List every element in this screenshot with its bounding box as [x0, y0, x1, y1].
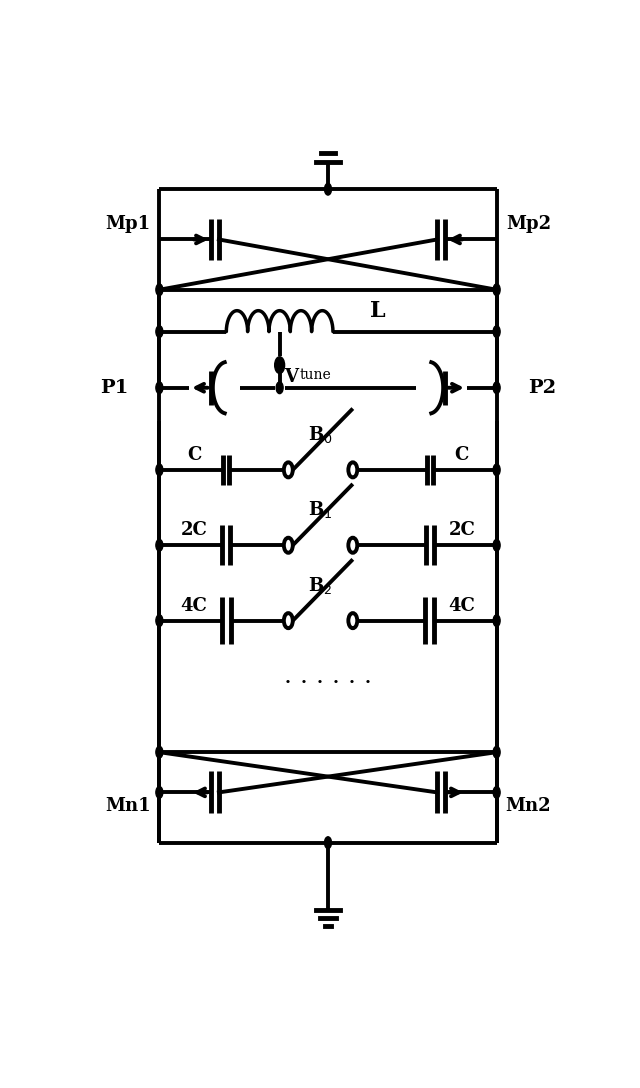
- Circle shape: [284, 537, 292, 553]
- Text: tune: tune: [300, 368, 332, 382]
- Circle shape: [156, 540, 163, 552]
- Circle shape: [493, 463, 500, 475]
- Text: · · · · · ·: · · · · · ·: [284, 672, 372, 695]
- Circle shape: [493, 746, 500, 758]
- Text: Mn2: Mn2: [506, 796, 551, 815]
- Text: Mp2: Mp2: [506, 215, 551, 234]
- Circle shape: [284, 462, 292, 478]
- Text: B$_0$: B$_0$: [308, 423, 333, 445]
- Text: C: C: [187, 446, 201, 463]
- Text: Mp1: Mp1: [105, 215, 150, 234]
- Circle shape: [493, 540, 500, 552]
- Circle shape: [324, 184, 332, 195]
- Circle shape: [156, 284, 163, 296]
- Text: 2C: 2C: [449, 521, 476, 540]
- Circle shape: [276, 382, 283, 394]
- Text: B$_2$: B$_2$: [308, 574, 333, 595]
- Circle shape: [493, 325, 500, 337]
- Circle shape: [156, 382, 163, 394]
- Text: 4C: 4C: [449, 596, 476, 615]
- Text: 4C: 4C: [180, 596, 207, 615]
- Text: L: L: [370, 299, 385, 322]
- Text: V: V: [285, 368, 299, 385]
- Circle shape: [156, 615, 163, 627]
- Circle shape: [156, 746, 163, 758]
- Circle shape: [493, 615, 500, 627]
- Circle shape: [348, 614, 357, 628]
- Circle shape: [493, 382, 500, 394]
- Text: P2: P2: [528, 379, 556, 397]
- Circle shape: [156, 325, 163, 337]
- Circle shape: [156, 463, 163, 475]
- Circle shape: [284, 614, 292, 628]
- Text: C: C: [455, 446, 469, 463]
- Circle shape: [348, 462, 357, 478]
- Circle shape: [156, 787, 163, 799]
- Circle shape: [493, 787, 500, 799]
- Circle shape: [324, 837, 332, 849]
- Text: Mn1: Mn1: [105, 796, 150, 815]
- Text: 2C: 2C: [180, 521, 207, 540]
- Circle shape: [348, 537, 357, 553]
- Circle shape: [275, 357, 285, 373]
- Text: P1: P1: [100, 379, 128, 397]
- Text: B$_1$: B$_1$: [308, 499, 333, 520]
- Circle shape: [493, 284, 500, 296]
